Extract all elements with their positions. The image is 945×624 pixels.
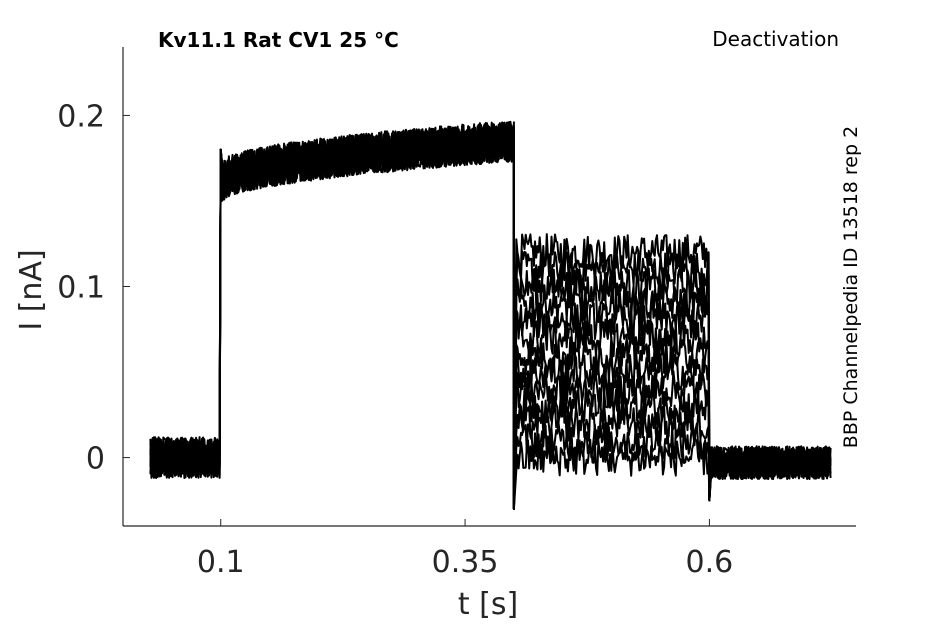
source-id-label: BBP Channelpedia ID 13518 rep 2: [840, 126, 862, 448]
y-tick-label: 0: [86, 442, 105, 477]
y-ticks: 0 0.1 0.2: [57, 99, 130, 477]
y-tick-label: 0.2: [57, 99, 105, 134]
y-tick-label: 0.1: [57, 271, 105, 306]
current-trace-13: [149, 121, 832, 510]
x-ticks: 0.1 0.35 0.6: [197, 519, 733, 580]
x-axis-label: t [s]: [458, 587, 518, 622]
y-axis-label: I [nA]: [14, 249, 49, 330]
protocol-label: Deactivation: [712, 27, 839, 51]
chart-title: Kv11.1 Rat CV1 25 °C: [158, 28, 399, 52]
x-tick-label: 0.35: [432, 545, 499, 580]
plot-area: [149, 120, 832, 510]
x-tick-label: 0.6: [686, 545, 734, 580]
x-tick-label: 0.1: [197, 545, 245, 580]
